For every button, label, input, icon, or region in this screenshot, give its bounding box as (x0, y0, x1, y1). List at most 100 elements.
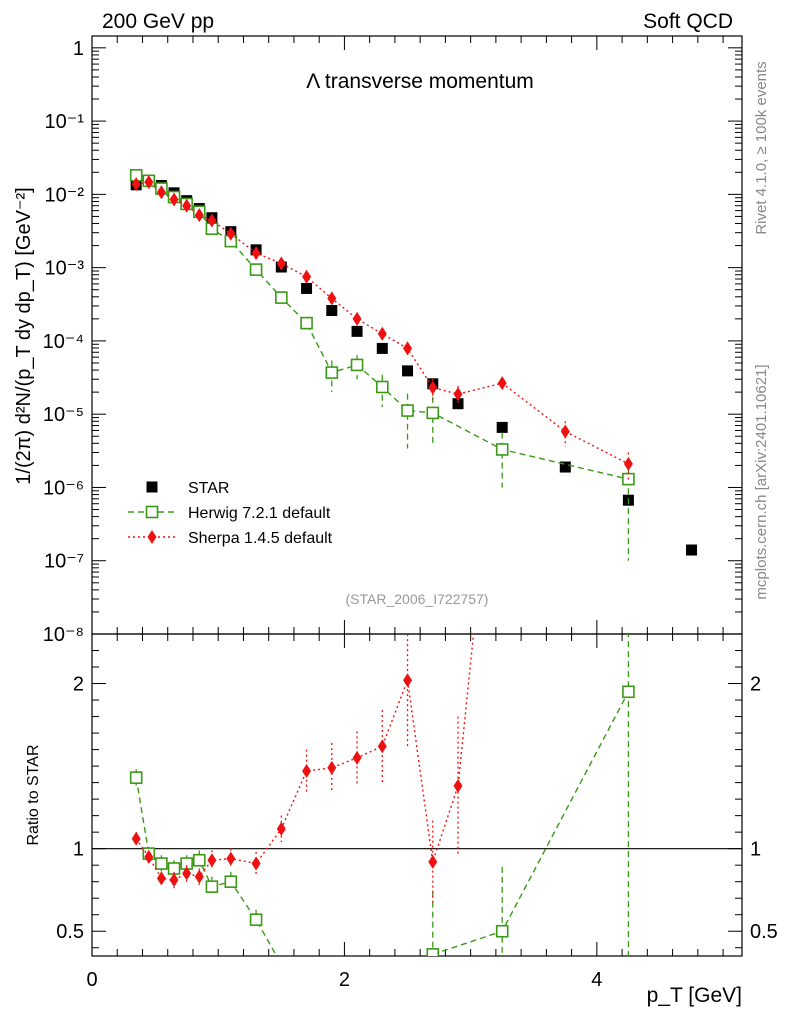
top-data-point (686, 544, 698, 556)
ratio-data-point (156, 871, 166, 886)
top-data-point (156, 185, 166, 200)
legend-marker (146, 481, 158, 493)
top-series-diamond-filled (131, 175, 633, 482)
ratio-y-axis-label: Ratio to STAR (25, 744, 42, 845)
ratio-data-point (251, 856, 261, 871)
top-data-point (560, 424, 570, 439)
ratio-data-point (131, 831, 141, 846)
ratio-y-tick-label-right: 0.5 (750, 921, 778, 943)
top-data-point (194, 208, 204, 223)
ratio-data-point (326, 1000, 337, 1011)
ratio-data-point (276, 959, 287, 970)
top-data-point (375, 380, 389, 394)
legend: STAR Herwig 7.2.1 default Sherpa 1.4.5 def… (128, 480, 333, 547)
ratio-data-point (276, 821, 286, 836)
ratio-y-tick-label-right: 2 (750, 674, 761, 696)
legend-label: Sherpa 1.4.5 default (188, 530, 333, 547)
top-data-point (376, 342, 388, 354)
top-y-tick-label: 10⁻¹ (45, 111, 85, 133)
ratio-data-point (155, 857, 168, 870)
legend-marker (145, 505, 159, 519)
top-data-point (144, 175, 154, 190)
top-data-point (276, 256, 286, 271)
rivet-side-label: Rivet 4.1.0, ≥ 100k events (753, 61, 770, 234)
ratio-data-point (182, 866, 192, 881)
top-data-point (251, 246, 261, 261)
top-data-point (249, 263, 263, 276)
top-panel: 1 10⁻¹ 10⁻² 10⁻³ 10⁻⁴ 10⁻⁵ 10⁻⁶ 10⁻⁷ 10⁻⁸ (43, 35, 743, 646)
top-data-point (377, 326, 387, 341)
header-left-label: 200 GeV pp (102, 10, 214, 33)
top-data-point (352, 311, 362, 326)
ratio-data-point (301, 992, 312, 1003)
top-data-point (452, 398, 464, 410)
legend-label: Herwig 7.2.1 default (188, 505, 331, 522)
top-data-point (275, 291, 288, 304)
ratio-data-point (144, 849, 154, 864)
top-series-square-open (129, 169, 635, 561)
top-data-point (623, 456, 633, 471)
mcplots-side-label: mcplots.cern.ch [arXiv:2401.10621] (753, 364, 770, 599)
top-data-point (403, 341, 413, 356)
top-data-point (325, 366, 339, 379)
ratio-data-point (302, 764, 312, 779)
top-data-point (402, 365, 414, 377)
top-data-point (326, 305, 338, 317)
ratio-y-tick-label: 1 (73, 839, 84, 861)
ratio-series-diamond-filled (131, 346, 507, 904)
top-data-point (182, 198, 192, 213)
ratio-data-point (169, 873, 179, 888)
ratio-data-point (403, 673, 413, 688)
top-data-point (131, 177, 141, 192)
ratio-y-tick-label-right: 1 (750, 839, 761, 861)
x-tick-label: 2 (339, 969, 350, 991)
top-y-axis-label: 1/(2π) d²N/(p_T dy dp_T) [GeV⁻²] (13, 187, 35, 484)
ratio-data-point (428, 854, 438, 869)
top-y-tick-label: 10⁻⁵ (43, 404, 84, 426)
header-right-label: Soft QCD (643, 10, 733, 33)
top-data-point (169, 192, 179, 207)
top-data-point (428, 380, 438, 395)
ratio-series-line (135, 634, 475, 881)
top-y-tick-label: 10⁻³ (45, 258, 85, 280)
ratio-data-point (453, 778, 463, 793)
top-data-point (497, 376, 507, 391)
ratio-data-point (377, 739, 387, 754)
top-y-tick-label: 1 (73, 38, 84, 60)
ratio-data-point (498, 346, 507, 360)
legend-label: STAR (188, 480, 229, 497)
top-data-point (226, 226, 236, 241)
top-data-point (350, 358, 364, 372)
ratio-panel: 0 2 4 2 2 1 1 0.5 0.5 (56, 346, 778, 1011)
top-data-point (559, 461, 571, 473)
top-y-tick-label: 10⁻⁷ (44, 551, 84, 573)
ratio-data-point (327, 760, 337, 775)
ratio-data-point (194, 869, 204, 884)
ratio-y-tick-label: 2 (73, 674, 84, 696)
ratio-y-tick-label: 0.5 (56, 921, 84, 943)
ratio-data-point (129, 771, 143, 784)
ratio-data-point (249, 913, 263, 926)
chart-watermark: (STAR_2006_I722757) (346, 591, 489, 607)
x-tick-label: 0 (86, 969, 97, 991)
top-y-tick-label: 10⁻² (45, 184, 85, 206)
x-tick-label: 4 (591, 969, 602, 991)
ratio-data-point (226, 851, 236, 866)
top-data-point (495, 443, 509, 456)
ratio-data-point (192, 853, 206, 867)
top-data-point (351, 325, 363, 337)
ratio-data-point (495, 924, 509, 938)
ratio-data-point (205, 880, 219, 893)
ratio-data-point (224, 875, 238, 888)
top-data-point (401, 404, 414, 417)
ratio-data-point (352, 750, 362, 765)
legend-marker (147, 530, 157, 544)
top-y-tick-label: 10⁻⁴ (43, 331, 84, 353)
top-data-point (453, 387, 463, 402)
top-data-point (301, 282, 313, 294)
x-axis-label: p_T [GeV] (647, 984, 742, 1007)
top-data-point (207, 213, 217, 228)
top-y-tick-label: 10⁻⁸ (43, 624, 84, 646)
